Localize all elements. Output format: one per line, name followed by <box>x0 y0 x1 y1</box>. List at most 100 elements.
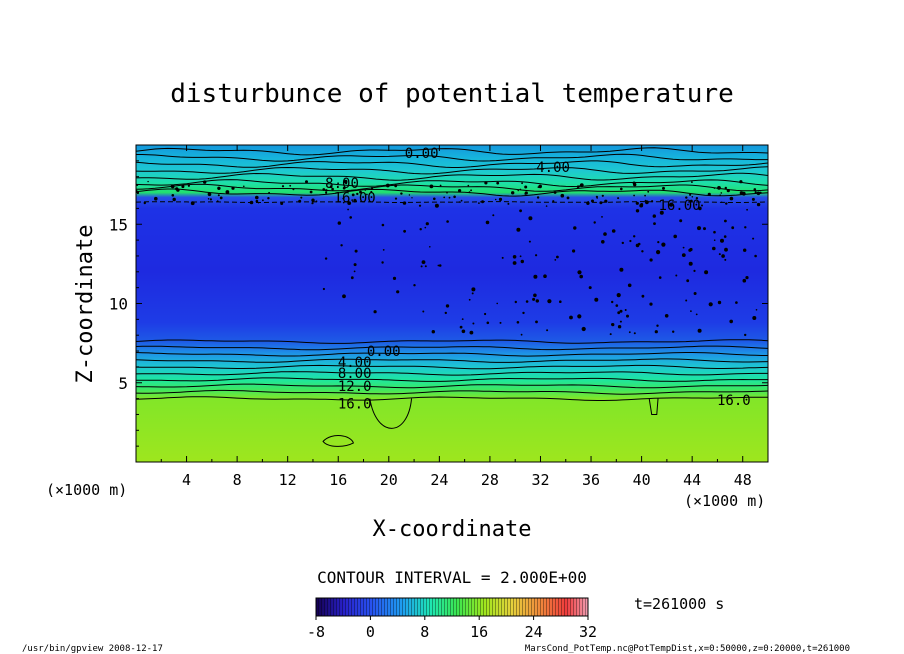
noise-dot <box>675 274 678 277</box>
x-tick-label: 28 <box>481 471 499 489</box>
colorbar-tick-label: 24 <box>525 623 543 641</box>
noise-dot <box>693 292 697 295</box>
noise-dot <box>267 197 270 200</box>
contour-line <box>136 201 768 203</box>
noise-dot <box>720 238 724 243</box>
noise-dot <box>325 191 328 194</box>
noise-dot <box>581 326 586 332</box>
contour-line <box>136 160 768 168</box>
noise-dot <box>739 191 744 195</box>
noise-dot <box>525 300 529 303</box>
noise-dot <box>522 311 525 315</box>
noise-dot <box>718 253 721 256</box>
contour-line <box>136 396 768 401</box>
x-axis-label: X-coordinate <box>373 517 532 542</box>
noise-dot <box>437 264 440 267</box>
x-tick-label: 12 <box>279 471 297 489</box>
noise-dot <box>661 242 666 247</box>
noise-dot <box>175 187 179 191</box>
noise-dot <box>611 300 614 304</box>
noise-dot <box>325 189 328 192</box>
noise-dot <box>382 249 385 251</box>
noise-dot <box>724 219 727 223</box>
footer-right: MarsCond_PotTemp.nc@PotTempDist,x=0:5000… <box>525 644 850 654</box>
noise-dot <box>381 223 385 227</box>
noise-dot <box>723 235 727 238</box>
noise-dot <box>685 299 688 302</box>
noise-dot <box>729 196 734 201</box>
noise-dot <box>673 234 677 239</box>
noise-dot <box>698 206 702 211</box>
noise-dot <box>461 318 464 320</box>
noise-dot <box>254 195 259 200</box>
noise-dot <box>147 180 149 183</box>
noise-dot <box>601 194 604 197</box>
noise-dot <box>315 200 318 203</box>
noise-dot <box>579 274 583 279</box>
noise-dot <box>403 229 406 233</box>
noise-dot <box>136 184 139 187</box>
noise-dot <box>400 192 403 195</box>
noise-dot <box>604 199 608 203</box>
contour-line <box>136 147 768 156</box>
noise-dot <box>429 246 431 248</box>
noise-dot <box>511 191 515 195</box>
x-tick-label: 16 <box>329 471 347 489</box>
noise-dot <box>528 240 531 243</box>
noise-dot <box>641 250 644 253</box>
noise-dot <box>729 319 733 324</box>
noise-dot <box>672 330 675 333</box>
noise-dot <box>535 299 539 303</box>
noise-dot <box>337 221 341 225</box>
noise-dot <box>753 188 757 191</box>
noise-dot <box>717 300 722 305</box>
y-axis-ticks: 5 10 15 <box>109 160 768 447</box>
noise-dot <box>721 254 725 258</box>
contour-label: 0.00 <box>405 146 439 162</box>
noise-dot <box>460 199 463 202</box>
noise-dot <box>281 185 285 188</box>
colorbar-tick-label: 8 <box>420 623 429 641</box>
noise-dot <box>615 304 619 307</box>
noise-dot <box>311 198 315 202</box>
noise-dot <box>517 189 519 192</box>
noise-dot <box>744 333 747 337</box>
contour-line <box>136 345 768 351</box>
noise-dot <box>249 200 254 205</box>
noise-dot <box>353 270 356 273</box>
noise-dot <box>519 209 522 213</box>
noise-dot <box>501 256 504 259</box>
noise-dot <box>704 270 709 275</box>
noise-dot <box>494 198 497 201</box>
noise-dot <box>280 202 284 205</box>
contour-line <box>136 183 768 192</box>
noise-dot <box>203 180 207 184</box>
noise-dot <box>751 197 755 201</box>
contour-dip <box>369 398 413 429</box>
noise-dot <box>596 197 598 199</box>
noise-dot <box>499 321 502 324</box>
noise-dot <box>324 257 328 260</box>
x-tick-label: 40 <box>633 471 651 489</box>
noise-dot <box>402 201 407 205</box>
noise-dot <box>616 293 621 298</box>
noise-dot <box>743 248 747 252</box>
noise-dot <box>289 184 292 187</box>
noise-dot <box>628 331 631 334</box>
noise-dot <box>422 310 425 313</box>
noise-dot <box>481 200 485 204</box>
x-axis-ticks: 4 8 12 16 20 24 28 32 36 40 44 48 <box>160 145 752 489</box>
noise-dot <box>708 302 713 307</box>
noise-dot <box>595 297 598 300</box>
noise-dot <box>552 200 555 203</box>
noise-dot <box>633 235 636 238</box>
noise-dot <box>425 222 429 226</box>
noise-dot <box>420 265 423 268</box>
noise-dot <box>262 199 264 202</box>
noise-dot <box>485 220 490 225</box>
noise-dot <box>524 185 528 189</box>
noise-dot <box>171 194 175 197</box>
noise-dot <box>354 249 358 253</box>
